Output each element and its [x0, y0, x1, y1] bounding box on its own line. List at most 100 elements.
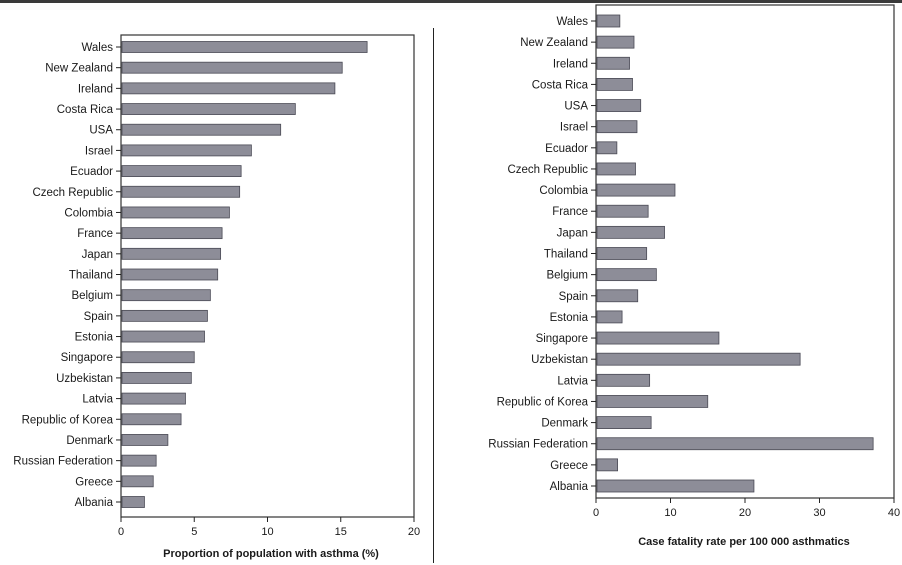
x-tick-label: 20 [739, 507, 751, 519]
category-label: Estonia [550, 312, 589, 324]
category-label: USA [89, 125, 113, 137]
bar-usa [596, 99, 642, 112]
bar-denmark [596, 416, 652, 429]
category-label: Costa Rica [532, 79, 589, 91]
left-x-axis-title: Proportion of population with asthma (%) [163, 548, 379, 560]
bar-denmark [121, 434, 169, 446]
bar-ireland [596, 56, 630, 70]
right-label-layer: Wales New Zealand Ireland Costa Rica USA Isra… [488, 16, 900, 519]
category-label: Japan [557, 227, 588, 239]
bar-republic-of-korea [121, 413, 182, 426]
category-label: Uzbekistan [531, 354, 588, 366]
bar-colombia [596, 183, 676, 197]
category-label: Belgium [546, 270, 588, 282]
category-label: Greece [550, 460, 588, 472]
category-label: Ecuador [70, 166, 113, 178]
category-label: Ireland [553, 58, 588, 70]
bar-singapore [121, 351, 195, 364]
top-rule [0, 0, 902, 3]
bar-russian-federation [121, 454, 157, 467]
category-label: New Zealand [520, 37, 588, 49]
bar-france [596, 204, 649, 218]
category-label: Singapore [536, 333, 588, 345]
left-bar-layer [121, 41, 368, 508]
category-label: Israel [560, 122, 588, 134]
category-label: Belgium [71, 290, 113, 302]
category-label: Denmark [541, 418, 588, 430]
bar-albania [121, 496, 145, 508]
bar-france [121, 227, 223, 240]
category-label: Latvia [557, 375, 588, 387]
category-label: Denmark [66, 435, 113, 447]
bar-thailand [121, 268, 219, 281]
left-label-layer: Wales New Zealand Ireland Costa Rica USA Isra… [13, 42, 420, 538]
bar-colombia [121, 206, 230, 219]
bar-thailand [596, 247, 648, 260]
bar-czech-republic [121, 185, 241, 198]
left-axis-layer [116, 34, 415, 522]
bar-belgium [121, 289, 211, 302]
bar-spain [596, 289, 639, 303]
category-label: Estonia [75, 332, 114, 344]
x-tick-label: 10 [261, 526, 273, 538]
bar-latvia [121, 392, 186, 405]
right-x-axis-title: Case fatality rate per 100 000 asthmatic… [638, 536, 850, 548]
bar-new-zealand [596, 35, 635, 49]
bar-albania [596, 479, 755, 493]
category-label: Thailand [544, 249, 588, 261]
bar-estonia [596, 310, 623, 324]
category-label: Russian Federation [13, 456, 113, 468]
category-label: Spain [84, 311, 113, 323]
bar-russian-federation [596, 437, 874, 451]
category-label: Czech Republic [507, 164, 588, 176]
bar-estonia [121, 330, 205, 343]
bar-singapore [596, 331, 720, 345]
x-tick-label: 0 [118, 526, 124, 538]
category-label: Albania [75, 497, 114, 509]
category-label: Singapore [61, 352, 113, 364]
right-bar-layer [596, 14, 874, 493]
x-tick-label: 10 [664, 507, 676, 519]
bar-costa-rica [596, 78, 633, 91]
bar-israel [596, 120, 638, 134]
category-label: Latvia [82, 394, 113, 406]
case-fatality-chart: Wales New Zealand Ireland Costa Rica USA Isra… [488, 4, 900, 548]
bar-uzbekistan [121, 372, 192, 384]
x-tick-label: 0 [593, 507, 599, 519]
panel-divider [433, 28, 434, 563]
category-label: Russian Federation [488, 439, 588, 451]
category-label: Japan [82, 249, 113, 261]
bar-latvia [596, 373, 651, 387]
category-label: Thailand [69, 270, 113, 282]
category-label: Republic of Korea [497, 396, 589, 408]
category-label: USA [564, 101, 588, 113]
category-label: Albania [550, 481, 589, 493]
bar-japan [121, 247, 222, 260]
bar-usa [121, 123, 282, 136]
category-label: Colombia [64, 207, 113, 219]
bar-new-zealand [121, 61, 343, 74]
bar-spain [121, 309, 208, 322]
right-axis-layer [591, 4, 895, 503]
bar-republic-of-korea [596, 395, 709, 408]
bar-japan [596, 225, 665, 239]
x-tick-label: 20 [408, 526, 420, 538]
bar-czech-republic [596, 162, 636, 176]
bar-ecuador [596, 141, 618, 155]
category-label: France [77, 228, 113, 240]
bar-costa-rica [121, 103, 296, 115]
category-label: Wales [556, 16, 588, 28]
category-label: Wales [81, 42, 113, 54]
asthma-prevalence-chart: Wales New Zealand Ireland Costa Rica USA Isra… [13, 34, 420, 560]
category-label: Spain [559, 291, 588, 303]
category-label: France [552, 206, 588, 218]
bar-wales [121, 41, 368, 53]
bar-uzbekistan [596, 352, 801, 366]
category-label: Uzbekistan [56, 373, 113, 385]
x-tick-label: 5 [191, 526, 197, 538]
category-label: Colombia [539, 185, 588, 197]
category-label: Costa Rica [57, 104, 114, 116]
category-label: Israel [85, 145, 113, 157]
x-tick-label: 15 [335, 526, 347, 538]
